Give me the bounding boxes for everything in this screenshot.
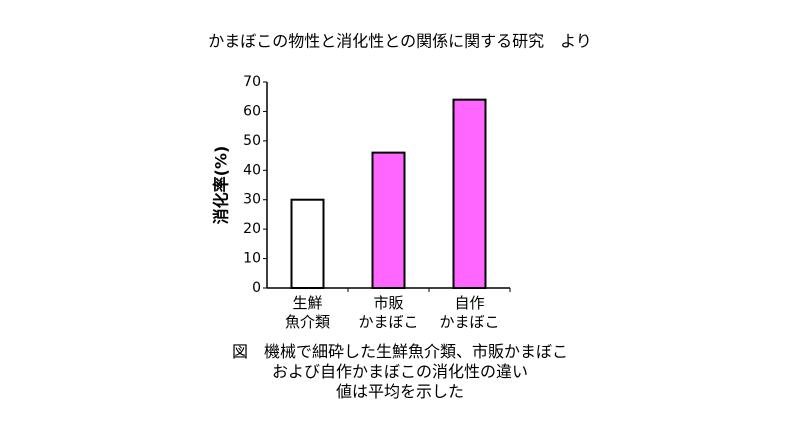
bar	[290, 198, 325, 289]
y-tick-label: 50	[243, 133, 261, 149]
y-tick-label: 70	[243, 74, 261, 90]
y-tick-label: 10	[243, 251, 261, 267]
x-tick-label: 生鮮 魚介類	[284, 294, 330, 331]
y-tick-label: 60	[243, 103, 261, 119]
bar	[452, 98, 487, 289]
caption-line: および自作かまぼこの消化性の違い	[271, 362, 528, 381]
x-tick-label: 自作 かまぼこ	[439, 294, 500, 331]
x-tick-label: 市販 かまぼこ	[358, 294, 419, 331]
caption-line: 値は平均を示した	[335, 382, 464, 401]
caption-line: 図 機械で細砕した生鮮魚介類、市販かまぼこ	[231, 342, 568, 361]
chart-title: かまぼこの物性と消化性との関係に関する研究 より	[208, 32, 592, 51]
y-tick-label: 20	[243, 221, 261, 237]
bar	[371, 151, 406, 289]
y-tick-label: 40	[243, 162, 261, 178]
y-tick-label: 0	[252, 280, 261, 296]
y-tick-label: 30	[243, 192, 261, 208]
y-axis-label: 消化率(%)	[212, 146, 231, 225]
